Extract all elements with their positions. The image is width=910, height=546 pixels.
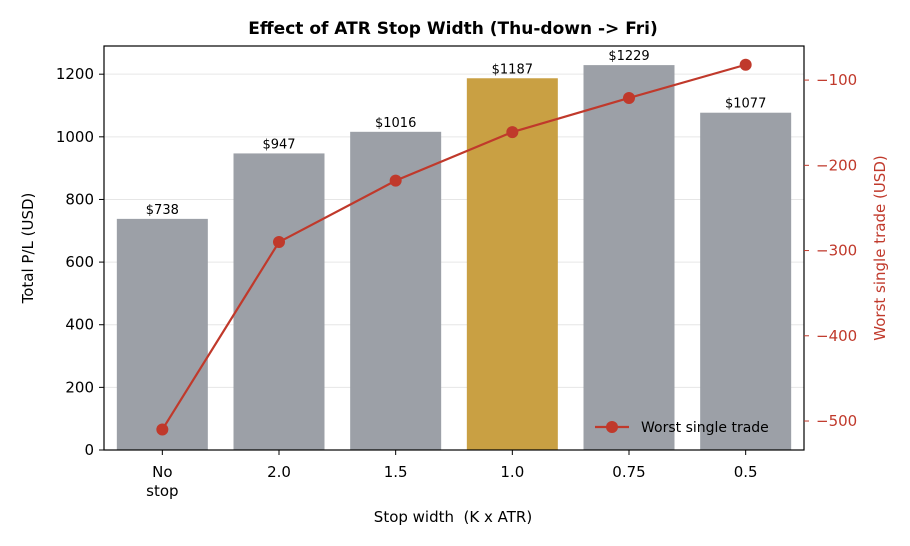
grid-lines [104,73,804,388]
bar-value-label: $1187 [492,62,533,77]
y2-tick-label: −100 [816,71,857,89]
x-tick-label: 2.0 [267,463,291,481]
bar [466,78,558,451]
bar-value-label: $738 [146,203,179,218]
worst-trade-line [156,58,752,436]
y-tick-label: 600 [65,253,94,271]
y-tick-label: 1200 [56,65,94,83]
legend: Worst single trade [595,420,769,436]
line-point [273,236,285,249]
y-tick-label: 400 [65,316,94,334]
bar-value-label: $947 [262,137,295,152]
line-point [739,58,752,71]
bar [116,218,208,450]
y-axis-title: Total P/L (USD) [19,193,37,305]
bar-value-label: $1077 [725,97,766,112]
bar-value-label: $1229 [608,49,649,64]
y-tick-label: 200 [65,378,94,396]
left-y-axis: 0 200 400 600 800 1000 1200 [56,65,104,459]
y2-tick-label: −200 [816,156,857,174]
legend-marker [606,421,618,433]
x-tick-label: 0.75 [612,463,645,481]
bar [583,65,675,450]
bar [700,112,792,451]
y-tick-label: 0 [84,441,94,459]
y-tick-label: 1000 [56,128,94,146]
y2-tick-label: −400 [816,327,857,345]
plot-frame [103,45,805,451]
x-tick-label: stop [146,482,178,500]
chart-title: Effect of ATR Stop Width (Thu-down -> Fr… [248,19,657,39]
x-axis-title: Stop width (K x ATR) [374,508,532,526]
y-tick-label: 800 [65,190,94,208]
x-tick-label: 0.5 [734,463,758,481]
x-tick-label: 1.5 [384,463,408,481]
x-tick-label: 1.0 [500,463,524,481]
line-point [389,174,402,187]
legend-label: Worst single trade [641,420,769,436]
bar-value-label: $1016 [375,116,416,131]
x-tick-label: No [152,463,172,481]
right-y-axis: −100 −200 −300 −400 −500 [804,71,857,430]
bar [233,153,325,450]
line-point [623,91,635,104]
line-point [506,126,519,139]
y2-axis-title: Worst single trade (USD) [871,155,889,340]
bars [116,65,792,451]
line-series-path [161,63,746,431]
line-point [156,423,169,436]
y2-tick-label: −500 [816,412,857,430]
y2-tick-label: −300 [816,242,857,260]
bar-data-labels: $738 $947 $1016 $1187 $1229 $1077 [146,49,767,218]
